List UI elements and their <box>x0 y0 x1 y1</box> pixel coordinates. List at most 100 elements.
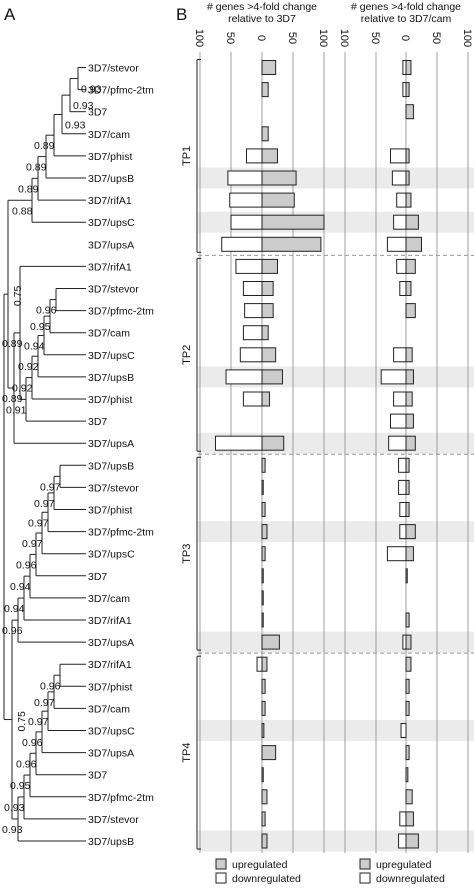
c1-bar-up <box>261 678 266 694</box>
tick-label: 50 <box>224 32 236 44</box>
c1-bar-up <box>261 126 269 142</box>
c2-bar-up <box>405 435 416 451</box>
leaf-label: 3D7/cam <box>88 328 130 340</box>
leaf-label: 3D7/phist <box>88 151 132 163</box>
leaf-label: 3D7/pfmc-2tm <box>88 306 154 318</box>
c2-bar-down <box>396 192 407 208</box>
c1-bar-up <box>261 325 269 341</box>
c2-bar-up <box>405 479 410 495</box>
c1-bar-up <box>261 60 277 75</box>
legend-label-up: upregulated <box>376 859 432 871</box>
c1-bar-up <box>261 479 264 495</box>
c2-bar-up <box>405 656 412 672</box>
c2-bar-up <box>405 612 410 628</box>
panel-label-b: B <box>176 5 187 24</box>
c2-bar-up <box>405 524 416 540</box>
c2-bar-up <box>405 258 416 274</box>
group-label: TP2 <box>181 345 193 365</box>
leaf-label: 3D7/cam <box>88 129 130 141</box>
support-value: 0.93 <box>4 802 25 814</box>
tick-label: 100 <box>338 29 350 47</box>
c2-bar-down <box>398 479 407 495</box>
c2-bar-down <box>398 457 407 473</box>
c2-bar-up <box>405 789 413 805</box>
c1-bar-down <box>230 214 263 230</box>
c1-bar-up <box>261 524 268 540</box>
support-value: 0.96 <box>22 737 43 749</box>
group-label: TP3 <box>181 544 193 564</box>
leaf-label: 3D7/upsA <box>88 438 134 450</box>
c2-bar-up <box>405 745 410 761</box>
leaf-label: 3D7/phist <box>88 394 132 406</box>
support-value: 0.89 <box>34 140 55 152</box>
support-value: 0.92 <box>12 383 33 395</box>
c2-bar-down <box>398 833 407 849</box>
c1-bar-up <box>261 435 285 451</box>
c2-bar-up <box>405 634 412 650</box>
support-value: 0.96 <box>36 305 57 317</box>
c1-bar-down <box>239 347 263 363</box>
support-value: 0.88 <box>12 205 33 217</box>
c1-bar-up <box>261 192 295 208</box>
c1-bar-up <box>261 546 266 562</box>
leaf-label: 3D7/cam <box>88 593 130 605</box>
row-band <box>198 720 474 741</box>
c2-bar-down <box>399 524 407 540</box>
c1-bar-up <box>261 502 266 517</box>
c2-bar-down <box>380 369 407 385</box>
support-value: 0.89 <box>2 338 23 350</box>
c1-bar-down <box>244 303 263 319</box>
c1-bar-down <box>229 192 263 208</box>
leaf-label: 3D7/upsB <box>88 460 134 472</box>
leaf-label: 3D7/upsC <box>88 350 135 362</box>
c1-bar-down <box>225 369 263 385</box>
tick-label: 100 <box>461 29 473 47</box>
support-value: 0.93 <box>73 100 94 112</box>
panel-label-a: A <box>4 5 16 24</box>
leaf-label: 3D7/stevor <box>88 814 139 826</box>
c2-bar-up <box>405 457 410 473</box>
support-value: 0.75 <box>12 286 24 307</box>
c2-bar-up <box>405 700 410 716</box>
support-value: 0.95 <box>10 780 31 792</box>
c1-bar-up <box>261 258 278 274</box>
support-value: 0.97 <box>22 538 43 550</box>
c2-bar-up <box>405 502 410 517</box>
group-label: TP4 <box>181 743 193 763</box>
legend-swatch-up <box>215 858 227 870</box>
c1-bar-up <box>261 281 274 296</box>
support-value: 0.94 <box>4 603 25 615</box>
tick-label: 0 <box>255 35 267 41</box>
tick-label: 50 <box>369 32 381 44</box>
c2-bar-up <box>405 678 410 694</box>
c1-bar-up <box>261 82 269 98</box>
c2-bar-up <box>405 833 419 849</box>
leaf-label: 3D7/upsA <box>88 239 134 251</box>
support-value: 0.92 <box>18 361 39 373</box>
c1-bar-up <box>261 745 277 761</box>
leaf-label: 3D7/rifA1 <box>88 261 132 273</box>
c1-bar-up <box>261 656 268 672</box>
c2-bar-down <box>393 391 407 407</box>
c2-bar-down <box>386 236 407 252</box>
c2-bar-up <box>405 767 409 783</box>
leaf-label: 3D7/upsA <box>88 748 134 760</box>
leaf-label: 3D7/upsB <box>88 372 134 384</box>
leaf-label: 3D7/phist <box>88 681 132 693</box>
leaf-label: 3D7/rifA1 <box>88 195 132 207</box>
c1-bar-up <box>261 612 264 628</box>
tick-label: 50 <box>286 32 298 44</box>
leaf-label: 3D7/rifA1 <box>88 615 132 627</box>
leaf-label: 3D7/upsC <box>88 549 135 561</box>
legend-swatch-down <box>215 872 227 884</box>
c2-bar-up <box>405 391 413 407</box>
c1-bar-down <box>242 325 263 341</box>
c2-bar-up <box>405 369 414 385</box>
c2-bar-up <box>405 303 416 319</box>
leaf-label: 3D7 <box>88 107 107 119</box>
row-band <box>198 830 474 852</box>
leaf-label: 3D7/upsB <box>88 173 134 185</box>
support-value: 0.93 <box>2 824 23 836</box>
legend-swatch-down <box>359 872 371 884</box>
row-band <box>198 521 474 543</box>
